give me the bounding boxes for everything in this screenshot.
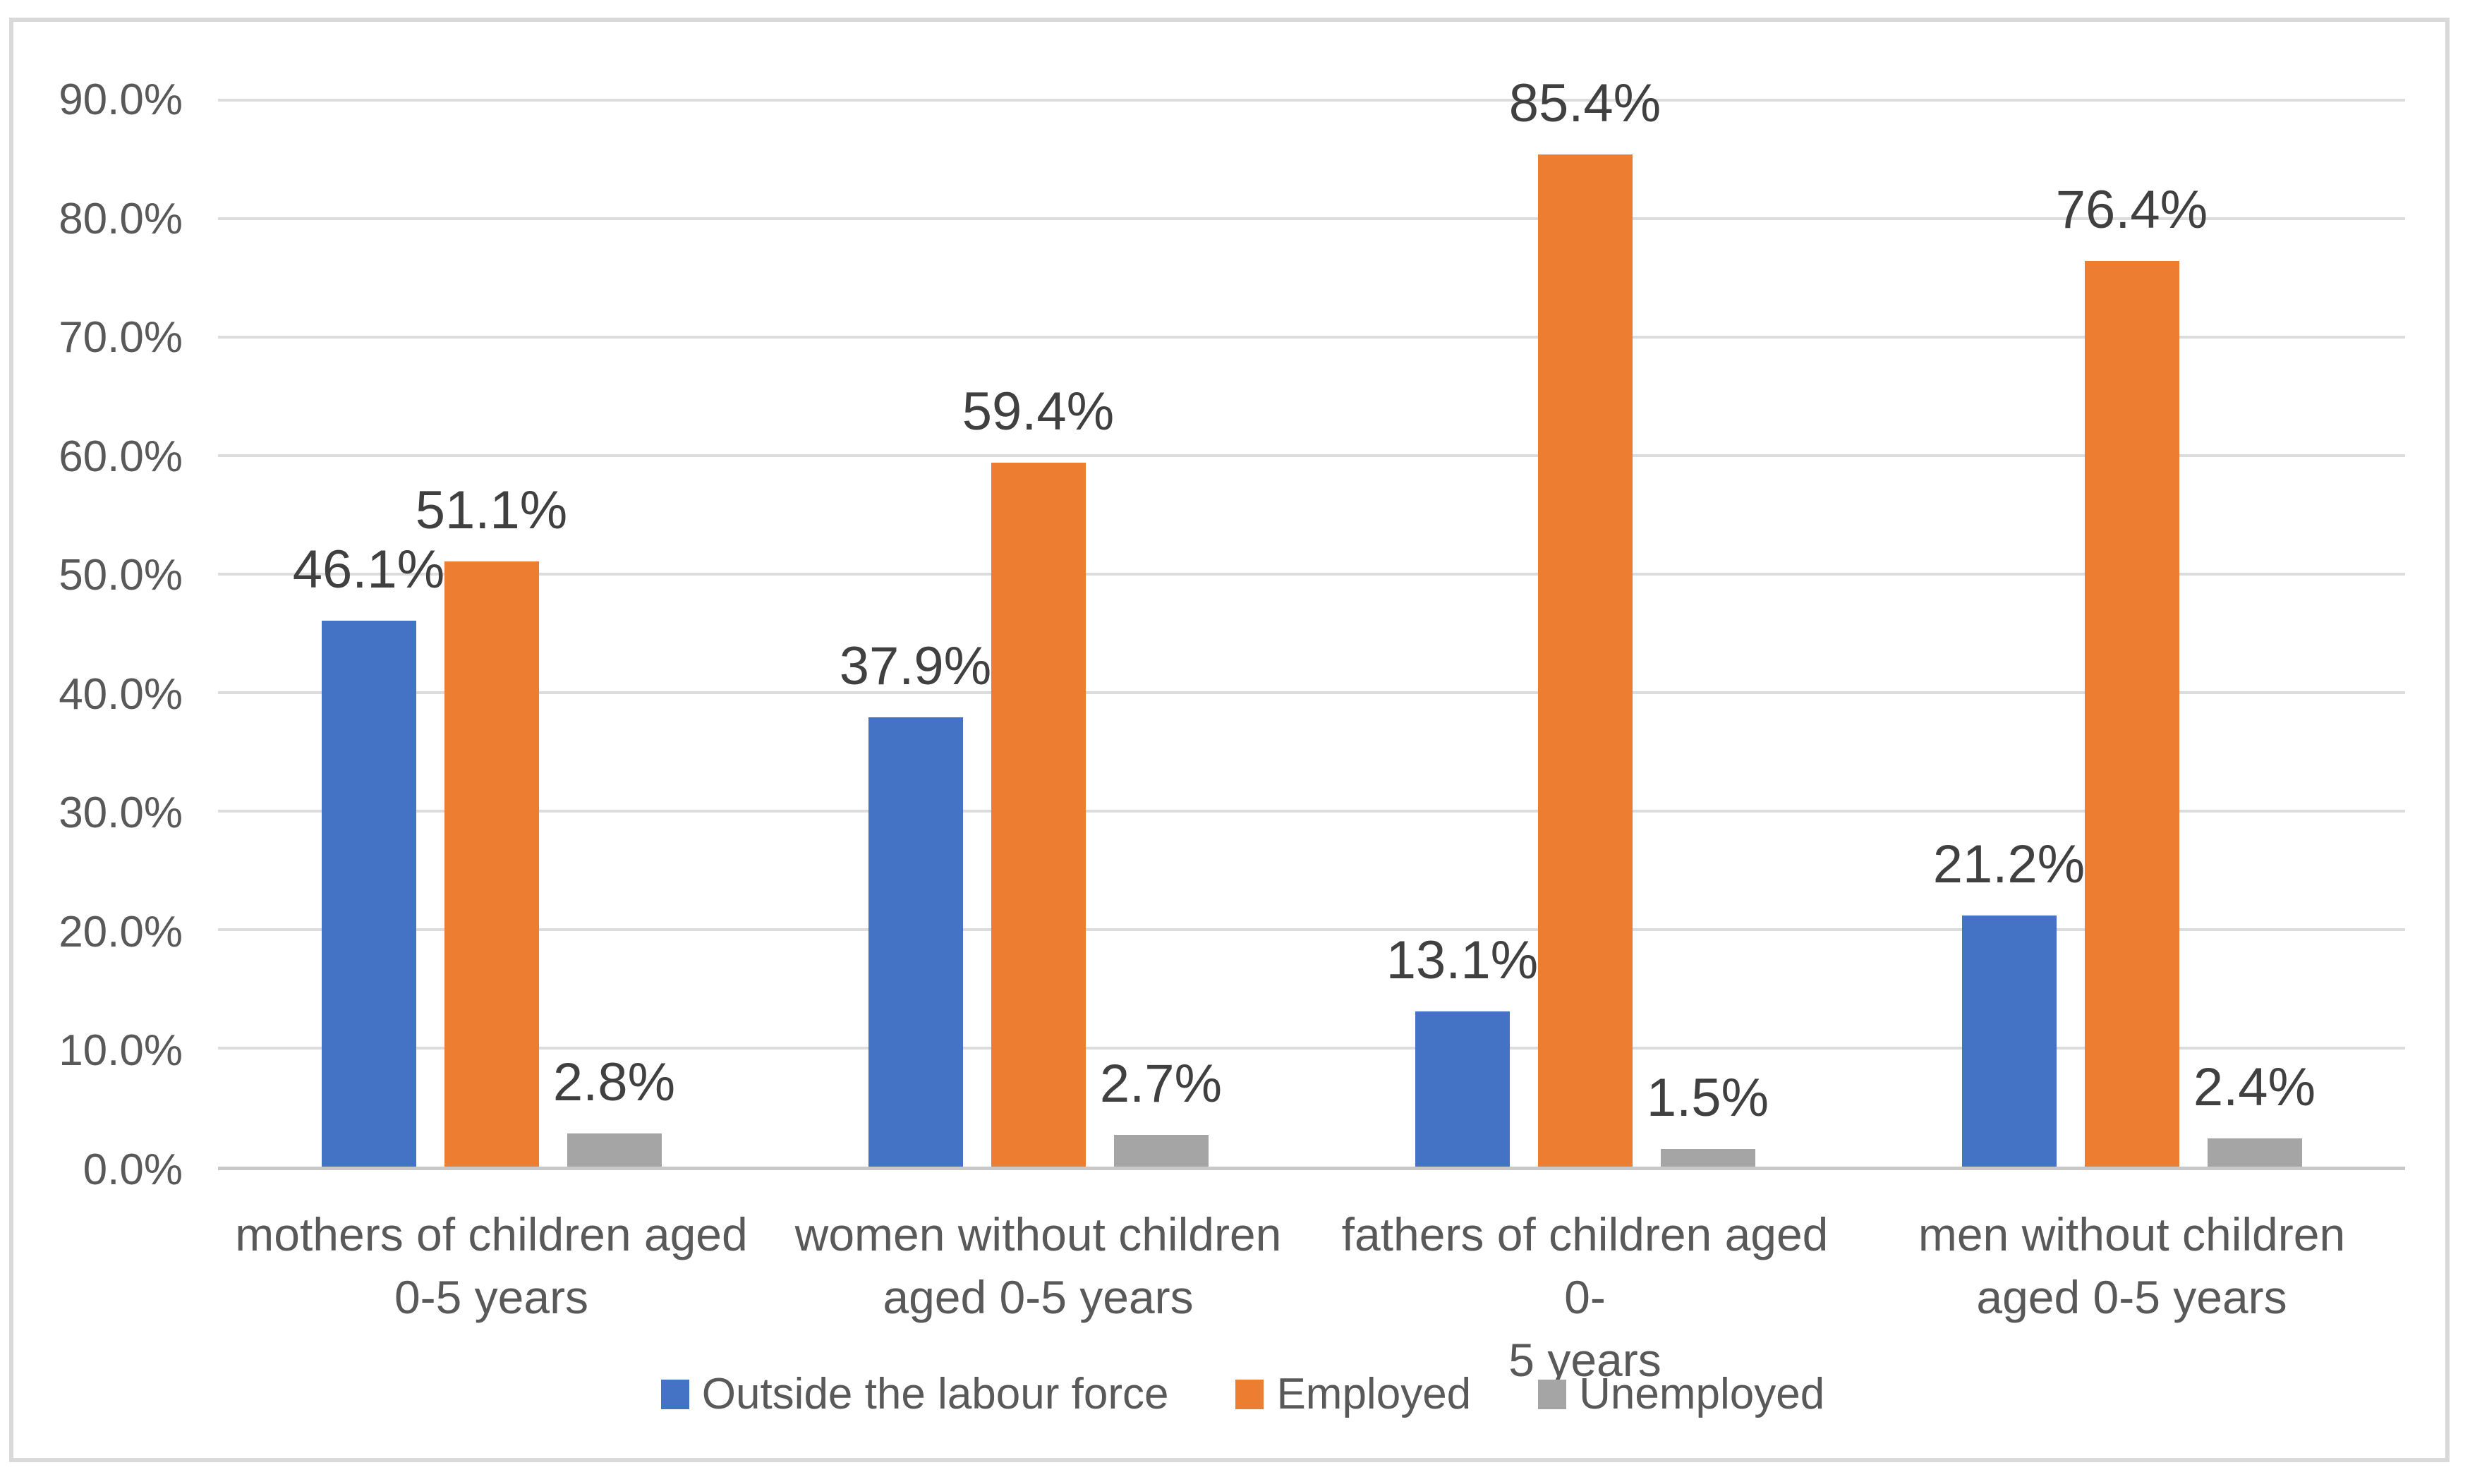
gridline <box>218 217 2405 220</box>
gridline <box>218 99 2405 102</box>
gridline <box>218 454 2405 457</box>
category-label-line: 5 years <box>1508 1334 1661 1387</box>
legend-label: Employed <box>1276 1370 1472 1418</box>
legend-label: Unemployed <box>1579 1370 1825 1418</box>
bar-group: 37.9% 59.4% 2.7% women without children aged… <box>765 100 1312 1324</box>
y-axis-tick-label: 90.0% <box>59 75 183 124</box>
bar-group: 13.1% 85.4% 1.5% fathers of children aged 0… <box>1312 77 1858 1386</box>
bar-outside-the-labour-force: 37.9% <box>840 640 991 1167</box>
legend-label: Outside the labour force <box>701 1370 1169 1418</box>
category-label: fathers of children aged 0- 5 years <box>1317 1203 1853 1392</box>
data-label: 76.4% <box>2055 180 2208 241</box>
category-label-line: fathers of children aged 0- <box>1341 1208 1829 1324</box>
y-axis-tick-label: 10.0% <box>59 1026 183 1076</box>
bar-employed: 85.4% <box>1509 77 1661 1167</box>
data-label: 59.4% <box>962 382 1115 442</box>
chart-frame: 0.0% 10.0% 20.0% 30.0% 40.0% 50.0% 60.0% 70.0% 8… <box>9 18 2450 1462</box>
bar-employed: 51.1% <box>416 483 567 1167</box>
y-axis-tick-label: 60.0% <box>59 432 183 481</box>
bar-employed: 76.4% <box>2056 183 2208 1167</box>
data-label: 2.7% <box>1099 1053 1223 1114</box>
data-label: 46.1% <box>292 539 445 600</box>
bar-unemployed: 2.4% <box>2193 1060 2315 1167</box>
gridline <box>218 691 2405 694</box>
bar-outside-the-labour-force: 46.1% <box>293 542 444 1167</box>
gridline <box>218 336 2405 339</box>
y-axis-tick-label: 50.0% <box>59 551 183 600</box>
gridline <box>218 810 2405 813</box>
category-label-line: aged 0-5 years <box>883 1271 1194 1324</box>
y-axis-tick-label: 70.0% <box>59 313 183 363</box>
bar-unemployed: 1.5% <box>1647 1071 1769 1167</box>
y-axis-tick-label: 20.0% <box>59 907 183 956</box>
legend-swatch <box>1538 1380 1567 1409</box>
category-label-line: aged 0-5 years <box>1976 1271 2287 1324</box>
y-axis-tick-label: 80.0% <box>59 194 183 243</box>
plot-area: 46.1% 51.1% 2.8% mothers of children aged 0-… <box>218 77 2405 1386</box>
category-label-line: women without children <box>794 1208 1282 1260</box>
gridline <box>218 928 2405 931</box>
data-label: 13.1% <box>1386 930 1539 990</box>
data-label: 2.8% <box>552 1052 676 1112</box>
gridline <box>218 573 2405 576</box>
data-label: 1.5% <box>1646 1067 1769 1128</box>
bar-unemployed: 2.7% <box>1100 1057 1222 1167</box>
data-label: 21.2% <box>1932 834 2086 894</box>
data-label: 2.4% <box>2193 1057 2316 1117</box>
data-label: 85.4% <box>1508 73 1661 134</box>
legend: Outside the labour force Employed Unemploy… <box>23 1373 2463 1416</box>
legend-swatch <box>1235 1380 1264 1409</box>
category-label-line: mothers of children aged <box>235 1208 748 1260</box>
category-label: mothers of children aged 0-5 years <box>224 1203 760 1329</box>
y-axis-tick-label: 40.0% <box>59 669 183 719</box>
bar-outside-the-labour-force: 21.2% <box>1933 837 2085 1167</box>
gridline <box>218 1047 2405 1050</box>
bar-group: 46.1% 51.1% 2.8% mothers of children aged 0-… <box>218 100 765 1323</box>
bar-outside-the-labour-force: 13.1% <box>1386 933 1538 1167</box>
y-axis-tick-label: 30.0% <box>59 789 183 838</box>
legend-item-employed: Employed <box>1235 1373 1471 1416</box>
bar-unemployed: 2.8% <box>553 1055 675 1167</box>
data-label: 37.9% <box>839 636 992 697</box>
category-label: women without children aged 0-5 years <box>770 1203 1307 1329</box>
bar-group: 21.2% 76.4% 2.4% men without children aged 0… <box>1858 100 2405 1323</box>
category-label-line: men without children <box>1918 1208 2346 1260</box>
category-label: men without children aged 0-5 years <box>1864 1203 2400 1329</box>
legend-swatch <box>660 1380 689 1409</box>
y-axis-tick-label: 0.0% <box>83 1145 183 1194</box>
y-axis: 0.0% 10.0% 20.0% 30.0% 40.0% 50.0% 60.0% 70.0% 8… <box>35 78 183 1192</box>
data-label: 51.1% <box>415 480 568 540</box>
legend-item-outside-the-labour-force: Outside the labour force <box>660 1370 1169 1418</box>
bar-employed: 59.4% <box>962 385 1114 1167</box>
legend-item-unemployed: Unemployed <box>1538 1373 1824 1416</box>
category-label-line: 0-5 years <box>394 1271 589 1324</box>
